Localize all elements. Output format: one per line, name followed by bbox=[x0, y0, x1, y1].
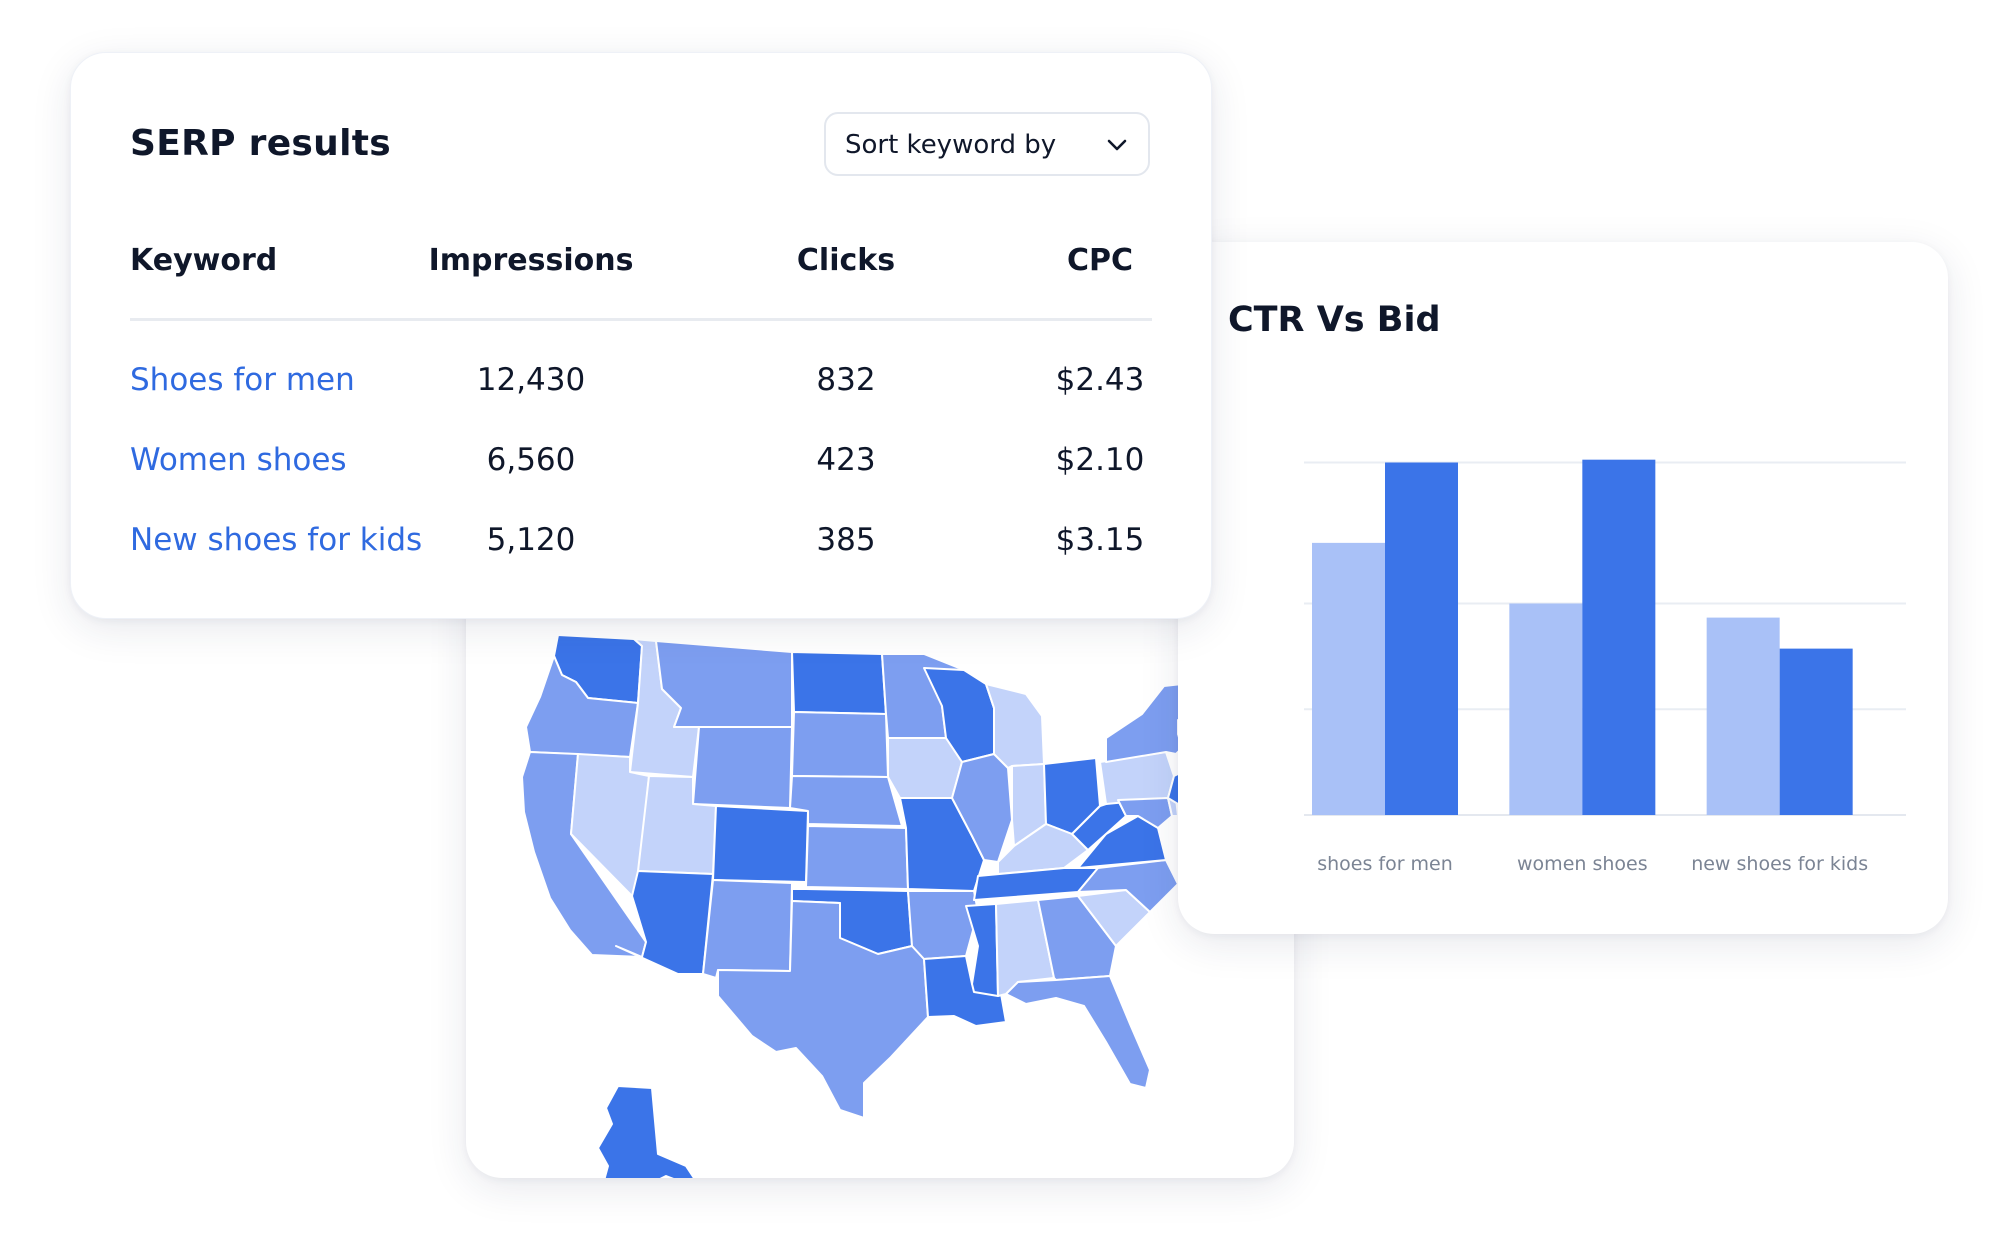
clicks-value: 832 bbox=[816, 362, 876, 398]
bar-2-new-shoes-for-kids bbox=[1779, 648, 1853, 815]
map-state-la bbox=[923, 955, 1007, 1027]
chart-title: CTR Vs Bid bbox=[1228, 300, 1441, 340]
impressions-value: 12,430 bbox=[476, 362, 586, 398]
table-row: Shoes for men 12,430 832 $2.43 bbox=[71, 362, 1211, 422]
map-state-mi bbox=[985, 683, 1045, 769]
impressions-value: 5,120 bbox=[486, 522, 576, 558]
ctr-vs-bid-chart-card: CTR Vs Bid shoes for men women shoes new s… bbox=[1178, 242, 1948, 934]
map-state-fl bbox=[1005, 975, 1151, 1089]
column-header-clicks: Clicks bbox=[796, 243, 896, 278]
bar-2-shoes-for-men bbox=[1385, 462, 1458, 815]
ctr-vs-bid-bar-chart: shoes for men women shoes new shoes for ki… bbox=[1304, 459, 1906, 875]
sort-dropdown-label: Sort keyword by bbox=[845, 130, 1057, 160]
table-header-divider bbox=[130, 318, 1152, 321]
map-state-nd bbox=[791, 651, 887, 715]
map-state-nm bbox=[702, 879, 793, 979]
column-header-impressions: Impressions bbox=[428, 243, 634, 278]
cpc-value: $2.10 bbox=[1055, 442, 1145, 478]
table-row: Women shoes 6,560 423 $2.10 bbox=[71, 442, 1211, 502]
column-header-cpc: CPC bbox=[1066, 243, 1134, 278]
map-state-sd bbox=[791, 711, 889, 778]
chevron-down-icon bbox=[1107, 139, 1127, 151]
map-state-tx bbox=[717, 900, 929, 1119]
map-state-co bbox=[712, 805, 809, 883]
bar-2-women-shoes bbox=[1582, 459, 1656, 815]
us-choropleth-map bbox=[521, 623, 1259, 1178]
keyword-link[interactable]: Women shoes bbox=[130, 442, 347, 478]
x-tick-label: shoes for men bbox=[1317, 853, 1453, 875]
x-tick-label: new shoes for kids bbox=[1691, 853, 1868, 875]
cpc-value: $3.15 bbox=[1055, 522, 1145, 558]
map-state-wy bbox=[692, 726, 793, 809]
sort-keyword-dropdown[interactable]: Sort keyword by bbox=[824, 112, 1150, 176]
clicks-value: 423 bbox=[816, 442, 876, 478]
map-state-ks bbox=[805, 825, 909, 890]
bar-1-shoes-for-men bbox=[1312, 542, 1385, 815]
impressions-value: 6,560 bbox=[486, 442, 576, 478]
serp-results-card: SERP results Sort keyword by Keyword Imp… bbox=[70, 52, 1212, 619]
keyword-link[interactable]: Shoes for men bbox=[130, 362, 355, 398]
map-state-ak bbox=[597, 1085, 696, 1178]
cpc-value: $2.43 bbox=[1055, 362, 1145, 398]
keyword-link[interactable]: New shoes for kids bbox=[130, 522, 423, 558]
bar-1-new-shoes-for-kids bbox=[1706, 617, 1780, 815]
map-state-ar bbox=[907, 890, 979, 960]
table-row: New shoes for kids 5,120 385 $3.15 bbox=[71, 522, 1211, 582]
column-header-keyword: Keyword bbox=[130, 243, 278, 278]
card-title: SERP results bbox=[130, 123, 391, 164]
bar-1-women-shoes bbox=[1509, 603, 1583, 815]
map-state-ky bbox=[997, 823, 1089, 875]
clicks-value: 385 bbox=[816, 522, 876, 558]
x-tick-label: women shoes bbox=[1517, 853, 1648, 875]
